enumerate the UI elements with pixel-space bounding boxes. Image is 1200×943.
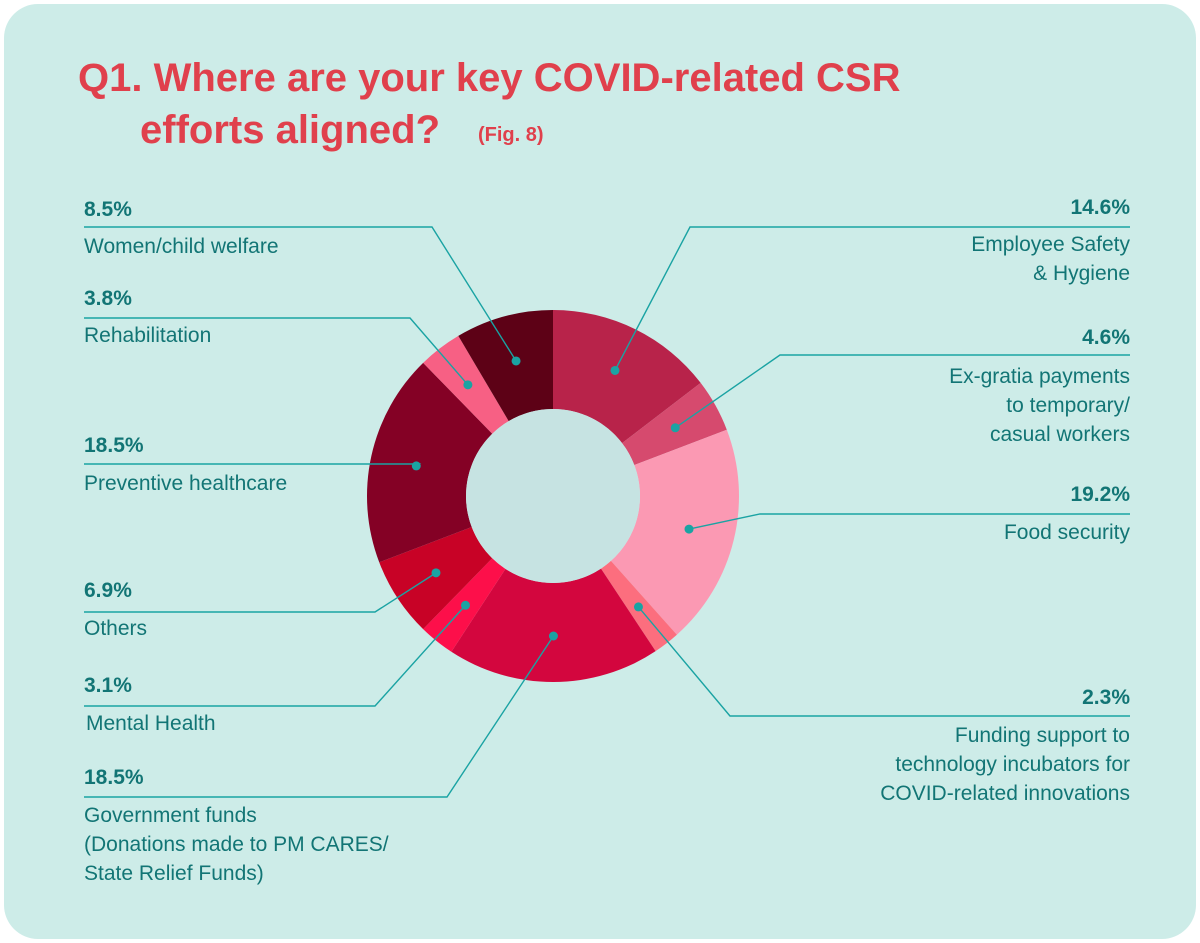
category-label-government-funds: Government funds (Donations made to PM C… [84,804,389,885]
slice-food-security [610,429,739,635]
leader-dot-funding-support [633,602,643,612]
leader-dot-ex-gratia [670,423,680,433]
leader-line-employee-safety [614,226,1130,371]
value-label-government-funds: 18.5% [84,766,144,789]
slice-employee-safety [553,310,701,444]
value-label-others: 6.9% [84,579,132,602]
category-label-food-security: Food security [1003,521,1130,544]
chart-title-line-1: Q1. Where are your key COVID-related CSR [78,56,901,100]
slice-others [379,527,493,630]
category-label-mental-health: Mental Health [86,712,216,735]
slice-women-child-welfare [458,310,553,422]
leader-dot-mental-health [460,600,470,610]
category-label-funding-support: Funding support to technology incubators… [880,724,1130,805]
value-label-funding-support: 2.3% [1082,686,1130,709]
leader-dot-others [431,568,441,578]
leader-dot-rehabilitation [463,380,473,390]
slice-government-funds [451,568,656,683]
leader-line-women-child-welfare [84,226,517,362]
value-label-employee-safety: 14.6% [1070,196,1130,219]
category-label-preventive-healthcare: Preventive healthcare [84,472,288,495]
value-label-rehabilitation: 3.8% [84,287,132,310]
value-label-food-security: 19.2% [1070,483,1130,506]
slice-preventive-healthcare [366,362,493,563]
chart-title-line-2: efforts aligned? [140,108,441,152]
value-label-women-child-welfare: 8.5% [84,198,132,221]
leader-dot-women-child-welfare [511,356,521,366]
category-label-women-child-welfare: Women/child welfare [84,235,279,258]
leader-line-others [84,572,437,613]
value-label-preventive-healthcare: 18.5% [84,434,144,457]
leader-line-food-security [688,513,1130,530]
figure-tag: (Fig. 8) [478,124,544,146]
value-label-mental-health: 3.1% [84,674,132,697]
value-label-ex-gratia: 4.6% [1082,326,1130,349]
category-label-others: Others [84,617,148,640]
category-label-ex-gratia: Ex-gratia payments to temporary/ casual … [949,365,1130,446]
category-label-rehabilitation: Rehabilitation [84,324,212,347]
leader-dot-employee-safety [610,365,620,375]
leader-line-mental-health [84,604,466,707]
donut-hole [466,409,640,583]
leader-line-government-funds [84,635,555,798]
leader-line-preventive-healthcare [84,463,422,467]
leader-line-rehabilitation [84,317,469,386]
leader-line-ex-gratia [674,354,1130,429]
leader-line-funding-support [637,606,1130,717]
leader-dot-food-security [684,524,694,534]
category-label-employee-safety: Employee Safety & Hygiene [971,233,1130,285]
leader-dot-preventive-healthcare [411,461,421,471]
leader-dot-government-funds [548,631,558,641]
